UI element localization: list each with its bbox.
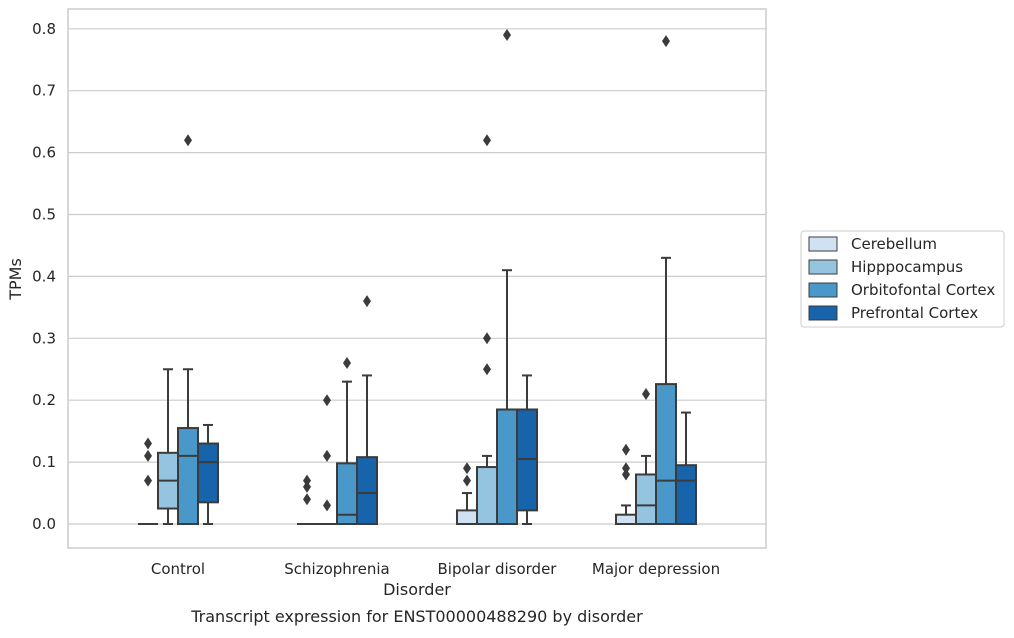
y-tick-label: 0.6 [32,144,56,162]
plot-area-frame [67,8,767,549]
box-group [317,394,337,525]
y-tick-label: 0.7 [32,82,56,100]
outlier-point [184,134,192,147]
x-tick-label: Major depression [592,560,720,578]
legend-label: Cerebellum [851,235,937,253]
y-axis-title: TPMs [6,258,25,301]
box-group [635,388,657,526]
x-tick-label: Control [151,560,205,578]
outlier-point [303,480,311,493]
box-group [297,474,317,525]
legend-label: Hipppocampus [851,258,963,276]
box-group [138,437,158,525]
outlier-point [323,499,331,512]
outlier-point [144,437,152,450]
box [456,509,478,525]
box [356,456,378,526]
outlier-point [622,462,630,475]
outlier-point [483,332,491,345]
legend-label: Prefrontal Cortex [851,304,978,322]
outlier-point [463,462,471,475]
box-group [336,357,358,526]
box [476,466,498,525]
outlier-point [483,134,491,147]
outlier-point [303,493,311,506]
box [635,473,657,526]
legend-swatch [808,305,838,321]
y-tick-label: 0.1 [32,453,56,471]
box [177,427,199,525]
x-tick-labels: Control Schizophrenia Bipolar disorder Majo… [151,560,720,578]
box-group [655,35,677,525]
box-group [177,134,199,525]
legend-swatch [808,236,838,252]
y-tick-label: 0.3 [32,329,56,347]
chart-caption: Transcript expression for ENST0000048829… [190,607,643,626]
box-group [675,411,697,526]
outlier-point [323,449,331,462]
outlier-point [622,443,630,456]
outlier-point [144,474,152,487]
outlier-point [363,295,371,308]
y-tick-label: 0.5 [32,206,56,224]
box-group [516,374,538,525]
legend-items: Cerebellum Hipppocampus Orbitofontal Corte… [808,235,995,322]
box-group [615,443,637,526]
outlier-point [463,474,471,487]
outlier-point [642,388,650,401]
outlier-point [483,363,491,376]
box [675,464,697,526]
box [197,442,219,504]
boxes [138,28,697,526]
box-group [476,134,498,525]
box-group [157,368,179,525]
x-tick-label: Bipolar disorder [438,560,558,578]
legend-frame [800,230,1005,328]
x-axis-title: Disorder [383,580,451,599]
outlier-point [323,394,331,407]
legend-label: Orbitofontal Cortex [851,281,995,299]
outlier-point [303,474,311,487]
y-tick-label: 0.0 [32,515,56,533]
outlier-point [343,357,351,370]
legend: Cerebellum Hipppocampus Orbitofontal Corte… [800,230,1005,328]
outlier-point [144,449,152,462]
outlier-point [503,28,511,41]
y-tick-labels: 0.0 0.1 0.2 0.3 0.4 0.5 0.6 0.7 0.8 [32,20,56,533]
outlier-point [622,468,630,481]
y-tick-label: 0.8 [32,20,56,38]
legend-swatch [808,259,838,275]
x-tick-label: Schizophrenia [284,560,389,578]
legend-swatch [808,282,838,298]
box [496,408,518,525]
box-group [456,462,478,525]
box [655,383,677,525]
box-group [356,295,378,526]
y-tick-label: 0.2 [32,391,56,409]
box-group [197,423,219,525]
outlier-point [662,35,670,48]
box [615,513,637,526]
y-tick-label: 0.4 [32,267,56,285]
